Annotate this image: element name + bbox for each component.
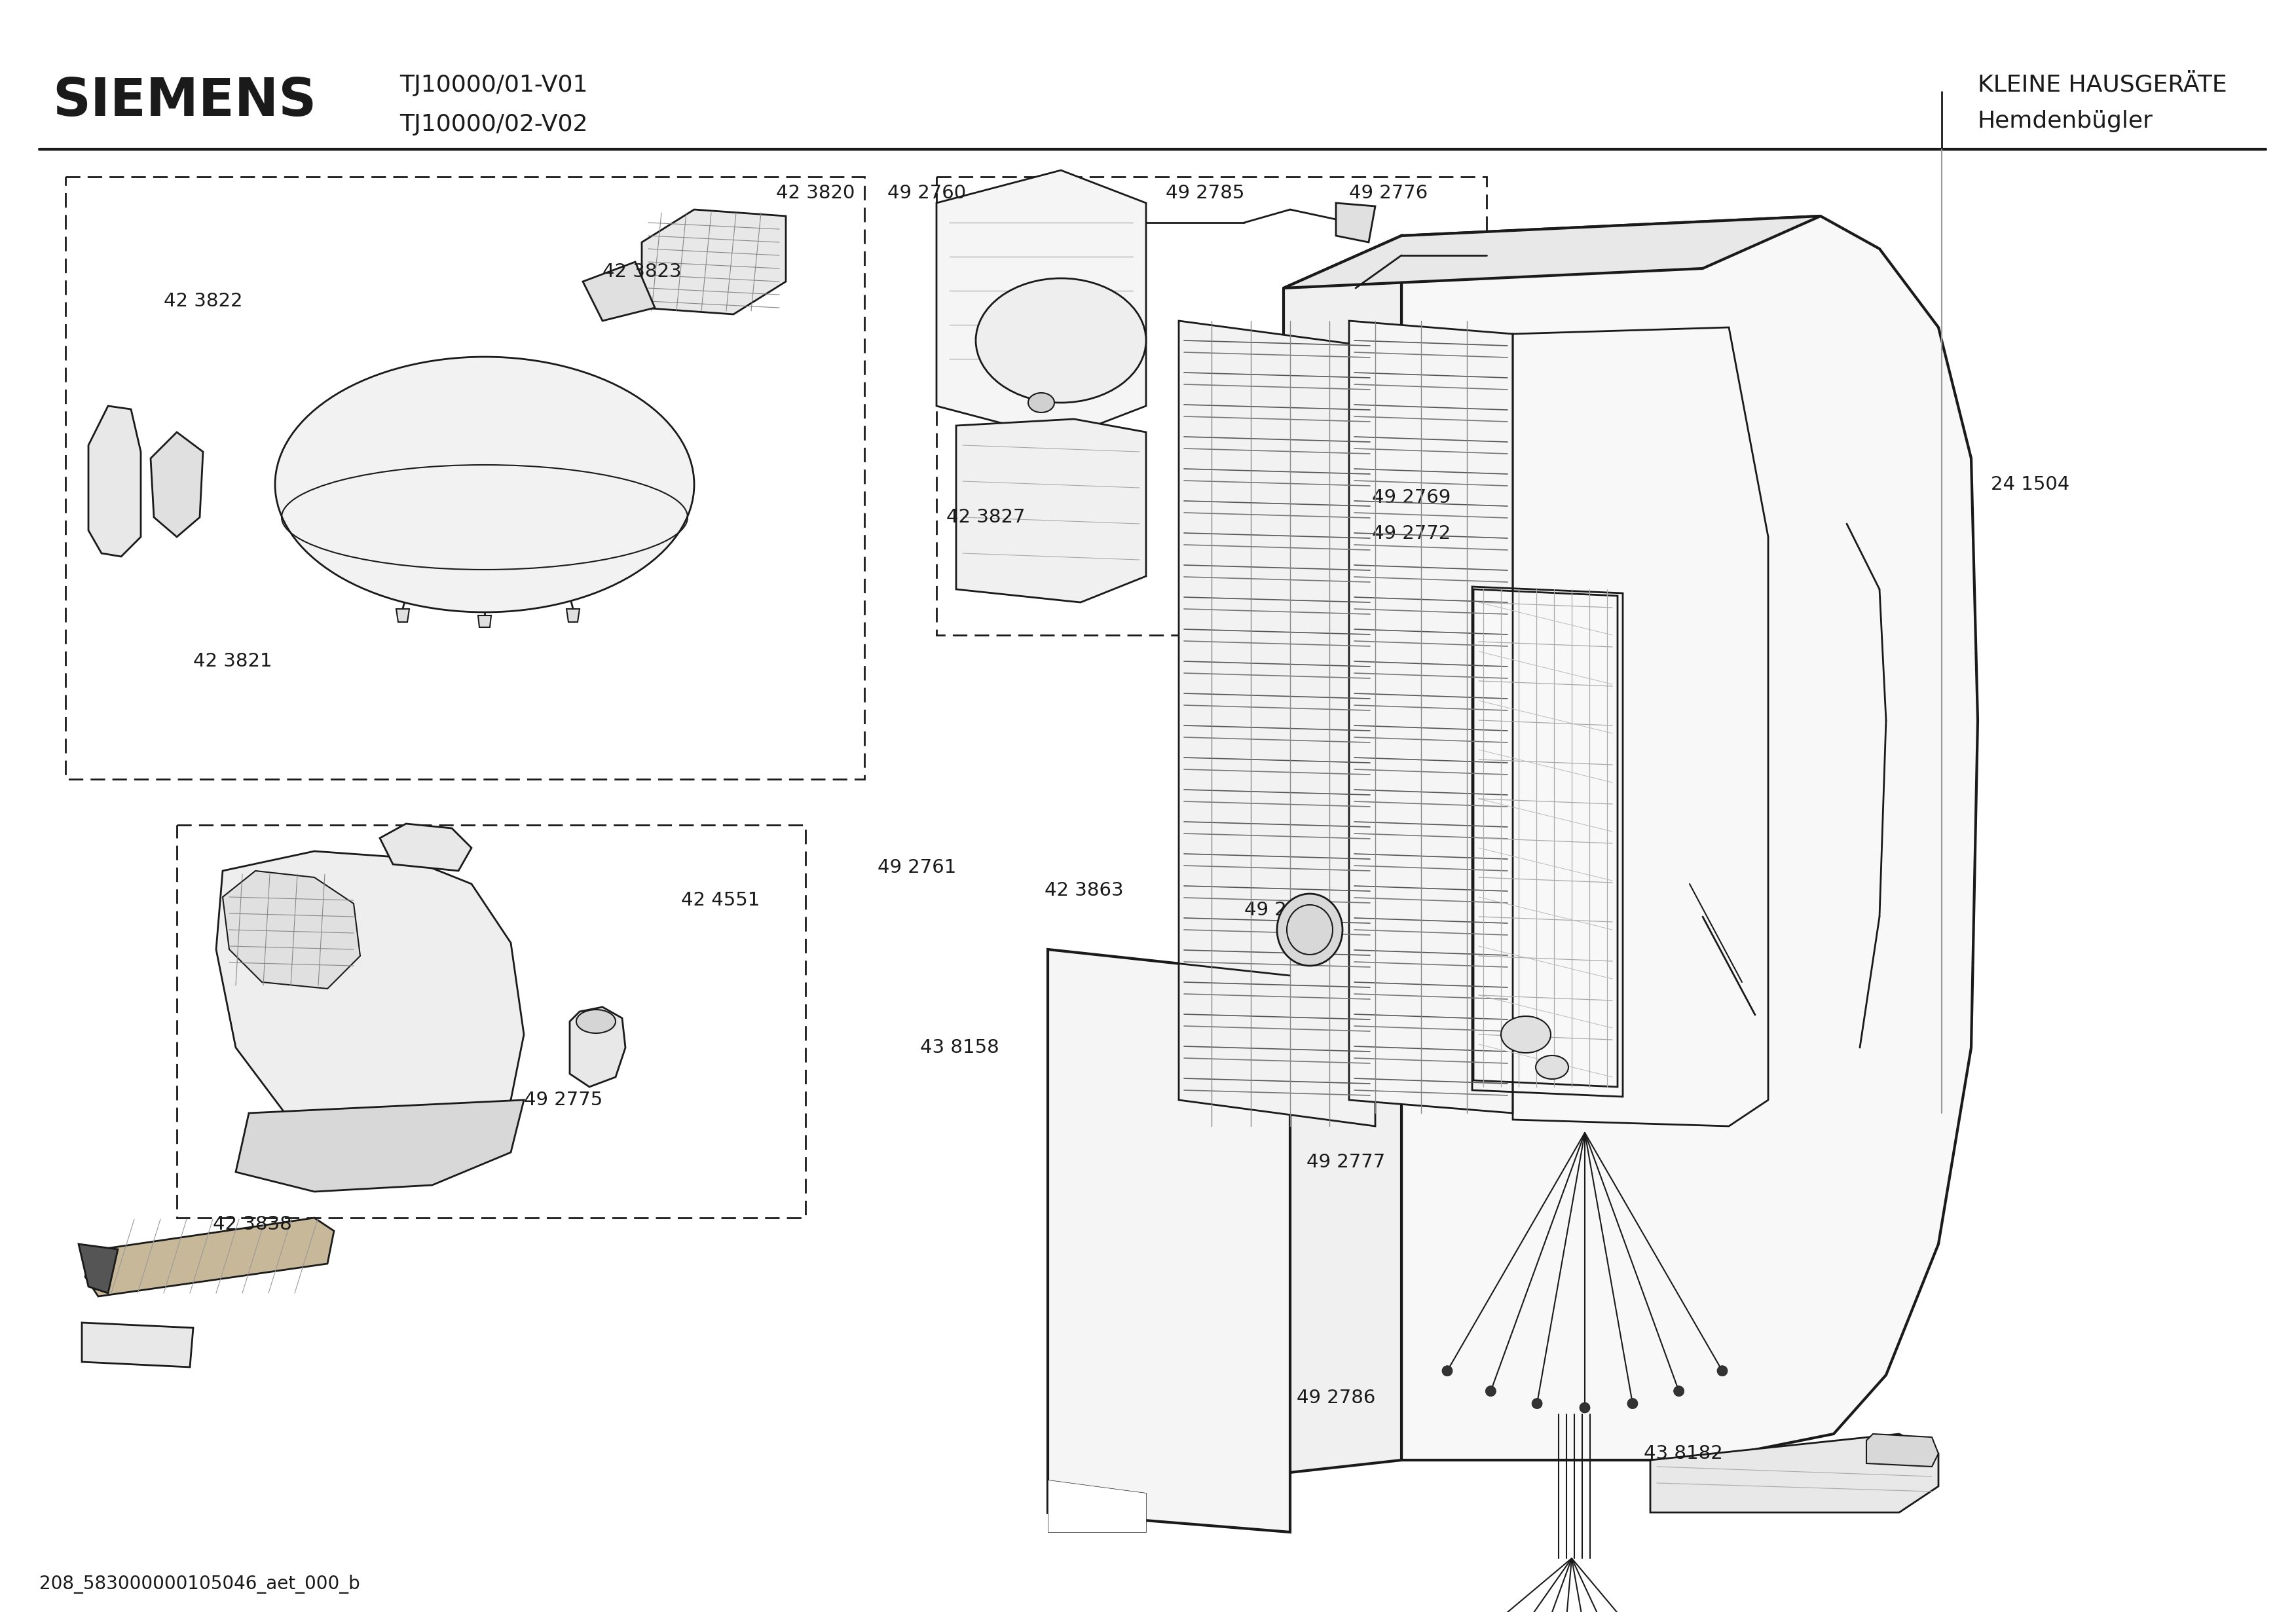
Text: 42 3823: 42 3823	[602, 263, 682, 280]
Text: 49 2775: 49 2775	[523, 1091, 602, 1109]
Text: 208_583000000105046_aet_000_b: 208_583000000105046_aet_000_b	[39, 1575, 360, 1594]
Text: SIEMENS: SIEMENS	[53, 76, 317, 127]
Ellipse shape	[1580, 1402, 1591, 1414]
Text: 49 2772: 49 2772	[1373, 524, 1451, 543]
Ellipse shape	[1442, 1365, 1453, 1377]
Text: TJ10000/02-V02: TJ10000/02-V02	[400, 113, 588, 135]
Ellipse shape	[1029, 393, 1054, 413]
Polygon shape	[643, 210, 785, 314]
Text: 42 3827: 42 3827	[946, 508, 1026, 527]
Text: 49 2771: 49 2771	[1244, 901, 1322, 919]
Text: KLEINE HAUSGERÄTE: KLEINE HAUSGERÄTE	[1977, 74, 2227, 97]
Text: 42 4551: 42 4551	[682, 891, 760, 909]
Polygon shape	[937, 171, 1146, 438]
Polygon shape	[152, 432, 202, 537]
Polygon shape	[1178, 321, 1375, 1127]
Polygon shape	[955, 419, 1146, 603]
Text: 42 3820: 42 3820	[776, 184, 854, 203]
Text: Hemdenbügler: Hemdenbügler	[1977, 110, 2154, 132]
Polygon shape	[223, 870, 360, 988]
Polygon shape	[1336, 203, 1375, 242]
Ellipse shape	[1531, 1398, 1543, 1409]
Polygon shape	[478, 616, 491, 627]
Text: 42 3838: 42 3838	[214, 1215, 292, 1233]
Text: 43 8158: 43 8158	[921, 1038, 999, 1057]
Ellipse shape	[576, 1009, 615, 1033]
Text: 42 3821: 42 3821	[193, 653, 273, 671]
Text: 24 1504: 24 1504	[1991, 476, 2069, 493]
Ellipse shape	[1717, 1365, 1727, 1377]
Polygon shape	[397, 609, 409, 622]
Ellipse shape	[276, 356, 693, 613]
Text: 49 2776: 49 2776	[1350, 184, 1428, 203]
Ellipse shape	[1486, 1386, 1497, 1396]
Polygon shape	[236, 1099, 523, 1191]
Ellipse shape	[1502, 1016, 1550, 1053]
Polygon shape	[1350, 321, 1513, 1112]
Polygon shape	[567, 609, 579, 622]
Polygon shape	[216, 851, 523, 1153]
Ellipse shape	[976, 279, 1146, 403]
Polygon shape	[1651, 1435, 1938, 1512]
Text: 49 2769: 49 2769	[1373, 488, 1451, 506]
Ellipse shape	[1277, 893, 1343, 966]
Ellipse shape	[1674, 1386, 1683, 1396]
Polygon shape	[1047, 949, 1290, 1531]
Polygon shape	[83, 1322, 193, 1367]
Polygon shape	[1047, 1480, 1146, 1531]
Polygon shape	[379, 824, 471, 870]
Ellipse shape	[1628, 1398, 1637, 1409]
Ellipse shape	[1536, 1056, 1568, 1078]
Polygon shape	[78, 1244, 117, 1293]
Polygon shape	[1867, 1435, 1938, 1467]
Polygon shape	[85, 1217, 333, 1296]
Text: 49 2786: 49 2786	[1297, 1388, 1375, 1407]
Polygon shape	[90, 406, 140, 556]
Polygon shape	[1401, 216, 1977, 1460]
Polygon shape	[569, 1008, 625, 1086]
Text: 49 2777: 49 2777	[1306, 1153, 1384, 1172]
Text: 49 2785: 49 2785	[1166, 184, 1244, 203]
Polygon shape	[1283, 216, 1821, 289]
Polygon shape	[1283, 235, 1401, 1473]
Text: 49 2761: 49 2761	[877, 858, 957, 877]
Polygon shape	[1474, 590, 1619, 1086]
Text: 49 2760: 49 2760	[886, 184, 967, 203]
Text: 42 3822: 42 3822	[163, 292, 243, 311]
Text: TJ10000/01-V01: TJ10000/01-V01	[400, 74, 588, 97]
Polygon shape	[583, 261, 654, 321]
Text: 43 8182: 43 8182	[1644, 1444, 1722, 1462]
Text: 42 3863: 42 3863	[1045, 882, 1123, 899]
